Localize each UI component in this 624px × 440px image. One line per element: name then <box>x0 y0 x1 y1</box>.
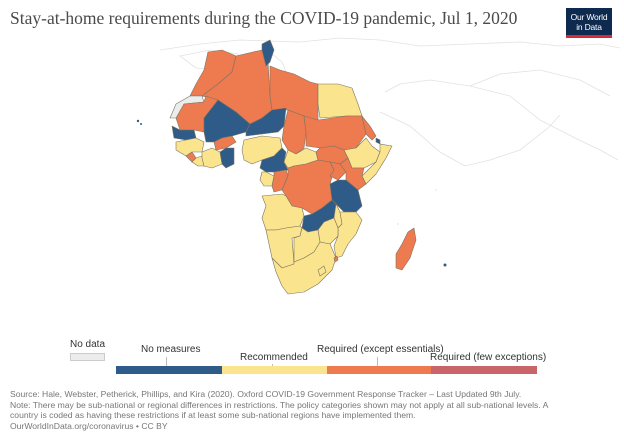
arabia-outline <box>379 111 561 167</box>
owid-logo[interactable]: Our World in Data <box>566 8 612 38</box>
logo-line1: Our World <box>570 12 608 22</box>
country-south-africa[interactable]: South Africa <box>271 241 337 295</box>
logo-line2: in Data <box>576 22 602 32</box>
country-kenya[interactable]: Kenya <box>339 157 367 191</box>
africa-map: MoroccoWestern SaharaAlgeriaTunisiaLibya… <box>136 37 621 295</box>
country-chad[interactable]: Chad <box>281 109 307 155</box>
legend-no-data-swatch[interactable] <box>70 353 105 361</box>
footer-source: Source: Hale, Webster, Petherick, Philli… <box>10 389 522 399</box>
middle-east-outline <box>384 79 619 161</box>
country-sudan[interactable]: Sudan <box>303 115 367 151</box>
country-lesotho[interactable]: Lesotho <box>317 265 327 277</box>
seychelles-island <box>435 189 437 191</box>
footer: Source: Hale, Webster, Petherick, Philli… <box>10 389 616 431</box>
legend-tick <box>166 357 167 366</box>
country-djibouti[interactable]: Djibouti <box>375 137 381 145</box>
country-congo[interactable]: Congo <box>271 169 289 193</box>
iran-outline <box>469 69 611 97</box>
country-eritrea[interactable]: Eritrea <box>361 115 377 141</box>
comoros-island <box>397 223 399 225</box>
legend-bar-no-measures[interactable] <box>116 366 222 374</box>
legend-label-required-few: Required (few exceptions) <box>430 352 547 363</box>
footer-note-line2: country is coded as having these restric… <box>10 410 416 421</box>
legend-label-no-measures: No measures <box>141 344 201 355</box>
chart-title: Stay-at-home requirements during the COV… <box>10 8 518 28</box>
legend-no-data-label: No data <box>70 339 106 350</box>
legend-tick <box>377 357 378 366</box>
legend-label-recommended: Recommended <box>240 352 308 363</box>
country-ghana[interactable]: Ghana <box>219 147 235 169</box>
legend-bar-required-few[interactable] <box>431 366 537 374</box>
legend-bar-recommended[interactable] <box>222 366 327 374</box>
country-madagascar[interactable]: Madagascar <box>395 227 417 271</box>
cape-verde-island <box>136 119 140 123</box>
country-burkina-faso[interactable]: Burkina Faso <box>213 135 237 151</box>
country-niger[interactable]: Niger <box>245 107 287 137</box>
country-egypt[interactable]: Egypt <box>317 83 363 119</box>
footer-note-line1: Note: There may be sub-national or regio… <box>10 399 549 410</box>
country-tunisia[interactable]: Tunisia <box>261 39 275 67</box>
country-cote-d-ivoire[interactable]: Cote d'Ivoire <box>201 147 223 169</box>
country-eswatini[interactable]: Eswatini <box>333 255 339 263</box>
cape-verde-island <box>140 123 142 125</box>
europe-outline <box>159 37 621 51</box>
mauritius-island <box>443 263 447 267</box>
footer-url[interactable]: OurWorldInData.org/coronavirus • CC BY <box>10 420 168 431</box>
legend-bar-required-except[interactable] <box>327 366 431 374</box>
legend-tick <box>272 364 273 366</box>
country-gabon[interactable]: Gabon <box>259 171 275 187</box>
legend-label-required-except: Required (except essentials) <box>317 344 444 355</box>
